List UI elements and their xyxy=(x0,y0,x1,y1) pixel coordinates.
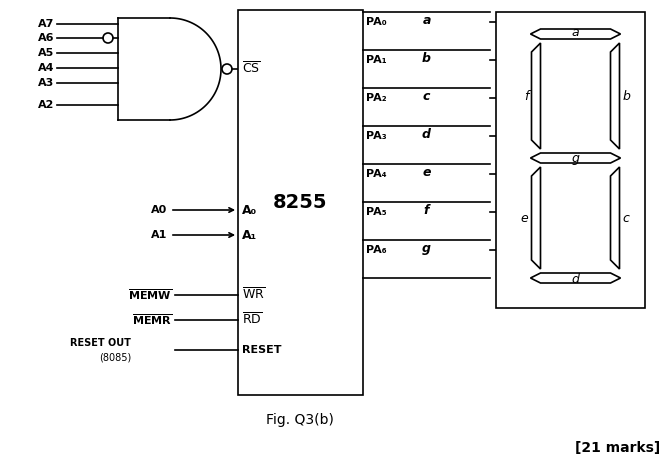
Text: A₀: A₀ xyxy=(242,203,257,217)
Text: d: d xyxy=(572,272,580,285)
Text: A2: A2 xyxy=(38,100,54,110)
Text: (8085): (8085) xyxy=(99,352,131,362)
Text: b: b xyxy=(623,89,630,102)
Text: RESET OUT: RESET OUT xyxy=(70,338,130,348)
Text: PA₂: PA₂ xyxy=(366,93,386,103)
Text: $\overline{\mathsf{WR}}$: $\overline{\mathsf{WR}}$ xyxy=(242,287,265,303)
Text: PA₁: PA₁ xyxy=(366,55,386,65)
Text: PA₀: PA₀ xyxy=(366,17,386,27)
Text: c: c xyxy=(623,212,629,225)
Text: c: c xyxy=(423,89,430,102)
Bar xyxy=(496,12,645,308)
Text: A5: A5 xyxy=(38,48,54,58)
Text: a: a xyxy=(572,26,579,40)
Text: $\overline{\mathsf{RD}}$: $\overline{\mathsf{RD}}$ xyxy=(242,312,262,328)
Text: RESET: RESET xyxy=(242,345,282,355)
Text: A7: A7 xyxy=(38,19,54,29)
Text: [21 marks]: [21 marks] xyxy=(575,441,660,455)
Text: g: g xyxy=(422,242,431,254)
Text: A0: A0 xyxy=(151,205,167,215)
Text: A4: A4 xyxy=(38,63,54,73)
Text: A₁: A₁ xyxy=(242,229,257,242)
Text: f: f xyxy=(524,89,529,102)
Text: a: a xyxy=(422,13,431,26)
Text: g: g xyxy=(572,152,580,165)
Text: A3: A3 xyxy=(38,78,54,88)
Text: f: f xyxy=(424,203,429,217)
Bar xyxy=(238,10,363,395)
Text: e: e xyxy=(422,165,431,178)
Text: PA₆: PA₆ xyxy=(366,245,386,255)
Text: A1: A1 xyxy=(150,230,167,240)
Text: A6: A6 xyxy=(38,33,54,43)
Text: $\overline{\mathsf{CS}}$: $\overline{\mathsf{CS}}$ xyxy=(242,61,260,77)
Text: $\overline{\mathbf{MEMR}}$: $\overline{\mathbf{MEMR}}$ xyxy=(132,313,172,327)
Text: PA₄: PA₄ xyxy=(366,169,386,179)
Text: 8255: 8255 xyxy=(273,193,327,212)
Text: $\overline{\mathbf{MEMW}}$: $\overline{\mathbf{MEMW}}$ xyxy=(128,288,172,302)
Text: PA₅: PA₅ xyxy=(366,207,386,217)
Text: e: e xyxy=(521,212,529,225)
Text: d: d xyxy=(422,128,431,141)
Text: b: b xyxy=(422,52,431,65)
Text: PA₃: PA₃ xyxy=(366,131,386,141)
Text: Fig. Q3(b): Fig. Q3(b) xyxy=(266,413,334,427)
